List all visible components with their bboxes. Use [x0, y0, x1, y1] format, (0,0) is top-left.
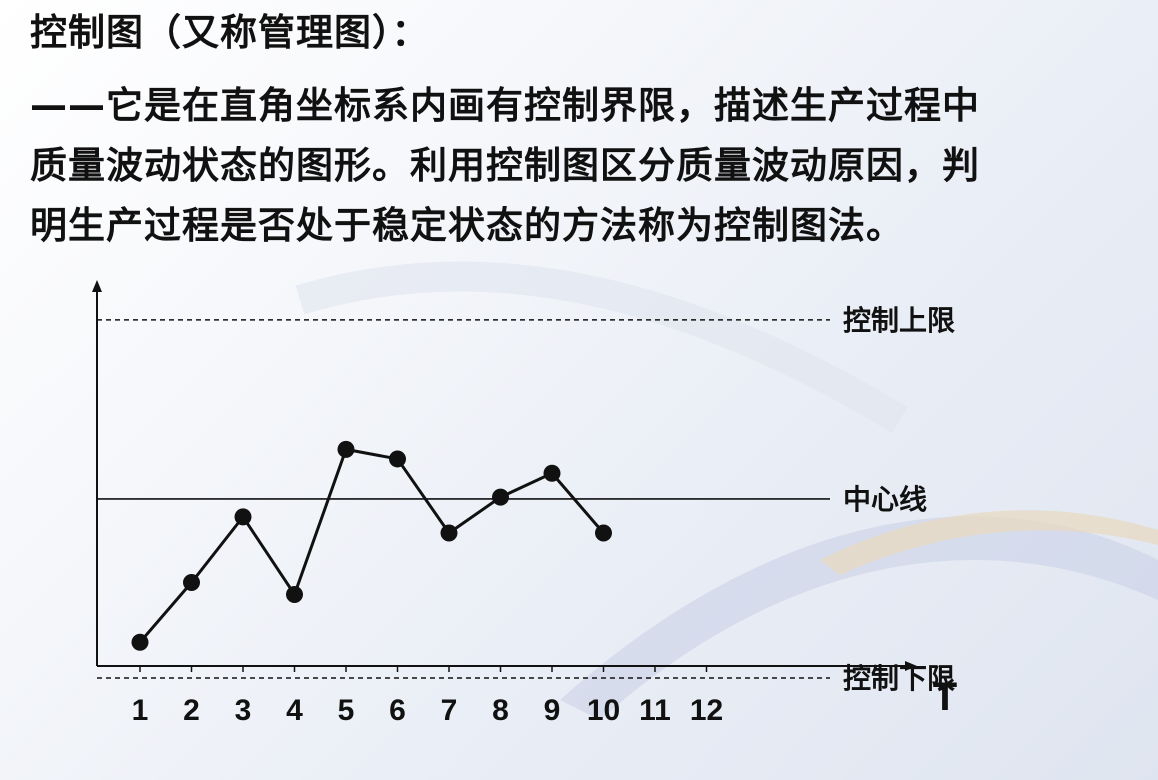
paragraph-line: ——它是在直角坐标系内画有控制界限，描述生产过程中 [30, 84, 980, 127]
x-tick-label: 1 [132, 694, 149, 727]
series-line [138, 447, 605, 644]
data-point [337, 440, 355, 458]
x-tick-label: 11 [639, 694, 671, 727]
x-axis-arrow [905, 661, 917, 671]
data-point [131, 633, 149, 651]
data-point [543, 464, 561, 482]
x-tick-label: 7 [441, 694, 458, 727]
x-tick-label: 2 [183, 694, 200, 727]
reference-line-label: 中心线 [843, 483, 927, 516]
data-point [389, 450, 406, 468]
x-tick-label: 9 [544, 694, 561, 727]
data-point [440, 524, 458, 542]
x-axis-label: T [933, 675, 957, 719]
x-tick-label: 5 [338, 694, 355, 727]
paragraph-line: 质量波动状态的图形。利用控制图区分质量波动原因，判 [30, 144, 980, 187]
x-tick-label: 10 [587, 694, 620, 727]
reference-line-label: 控制下限 [843, 662, 955, 695]
reference-line-label: 控制上限 [843, 304, 955, 337]
paragraph-line: 明生产过程是否处于稳定状态的方法称为控制图法。 [30, 204, 904, 247]
heading: 控制图（又称管理图）： [30, 11, 430, 54]
data-point [492, 488, 509, 506]
x-tick-label: 12 [690, 694, 723, 727]
data-point [234, 508, 252, 526]
x-tick-label: 6 [389, 694, 406, 727]
data-point [183, 574, 200, 592]
x-tick-label: 8 [492, 694, 509, 727]
x-tick-label: 4 [286, 694, 303, 727]
x-tick-label: 3 [235, 694, 252, 727]
paragraph: ——它是在直角坐标系内画有控制界限，描述生产过程中 质量波动状态的图形。利用控制… [30, 76, 980, 256]
data-point [286, 585, 303, 603]
data-point [595, 524, 612, 542]
y-axis-arrow [92, 280, 102, 292]
